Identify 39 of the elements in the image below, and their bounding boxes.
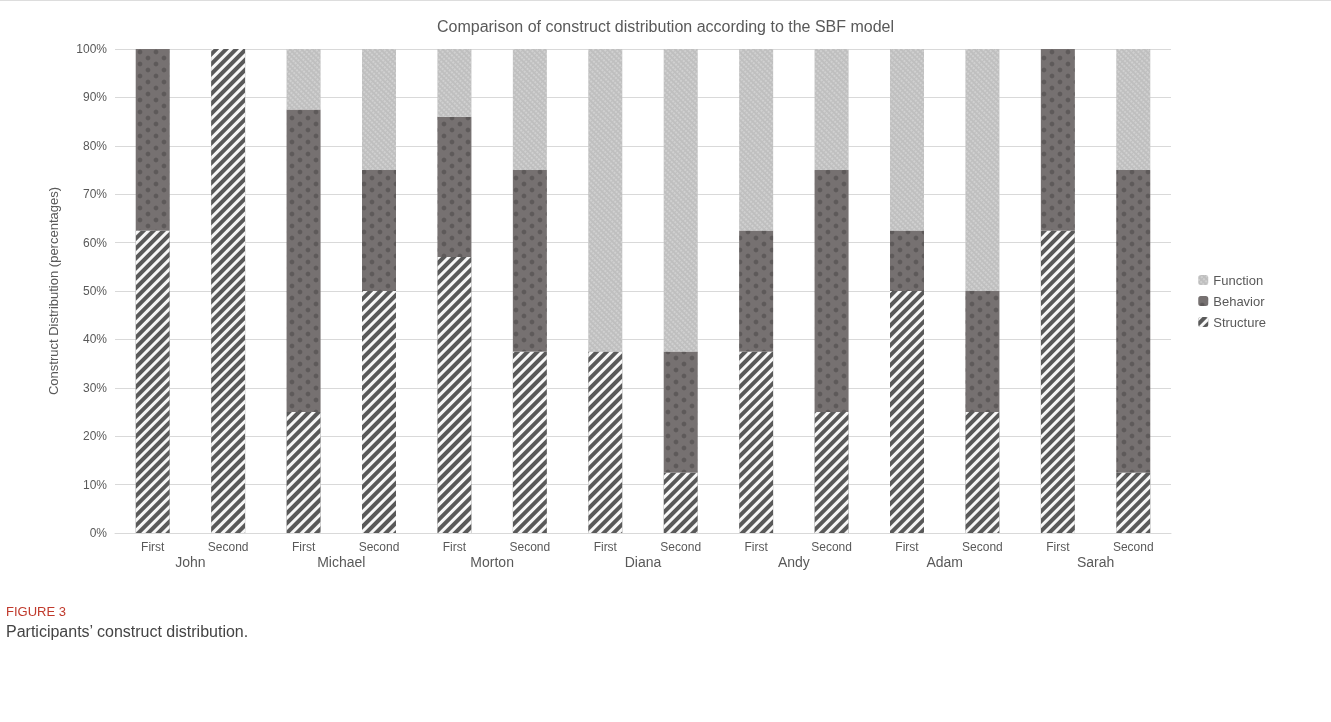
y-tick-label: 50% (82, 284, 108, 298)
y-tick-label: 20% (82, 429, 108, 444)
x-tick-label: Second (509, 540, 551, 554)
x-tick-label: First (141, 540, 166, 554)
y-tick-label: 10% (82, 477, 108, 492)
x-tick-label: First (1046, 540, 1071, 554)
x-tick-label: First (442, 540, 467, 554)
legend-label: Structure (1213, 314, 1267, 330)
x-tick-label: Second (811, 540, 852, 554)
y-tick-label: 70% (82, 187, 108, 202)
y-tick-label: 60% (82, 235, 108, 250)
y-tick-label: 100% (76, 42, 108, 56)
text: Diana (624, 554, 662, 570)
text: John (175, 554, 206, 570)
text: Participants’ construct distribution. (6, 623, 250, 641)
x-tick-label: Second (207, 540, 249, 554)
x-tick-label: First (593, 540, 618, 554)
y-tick-label: 0% (89, 526, 108, 540)
legend-label: Behavior (1213, 293, 1266, 309)
chart-title: Comparison of construct distribution according to the SBF model (436, 17, 895, 35)
y-tick-label: 80% (82, 138, 108, 153)
y-tick-label: 40% (82, 332, 108, 347)
x-tick-label: Second (962, 540, 1003, 554)
x-tick-label: Second (358, 540, 400, 554)
y-tick-label: 30% (82, 380, 108, 395)
text: Michael (317, 554, 366, 570)
x-tick-label: First (895, 540, 920, 554)
caption: FIGURE 3 (6, 604, 67, 619)
text: Adam (926, 554, 963, 570)
x-tick-label: First (291, 540, 316, 554)
legend-label: Function (1213, 272, 1264, 288)
y-tick-label: 90% (82, 90, 108, 105)
y-axis-title: Construct Distribution (percentages) (46, 186, 61, 396)
x-tick-label: Second (660, 540, 702, 554)
text: Morton (470, 554, 514, 570)
text: Sarah (1076, 554, 1115, 570)
text: Andy (777, 554, 810, 570)
x-tick-label: Second (1112, 540, 1154, 554)
x-tick-label: First (744, 540, 769, 554)
